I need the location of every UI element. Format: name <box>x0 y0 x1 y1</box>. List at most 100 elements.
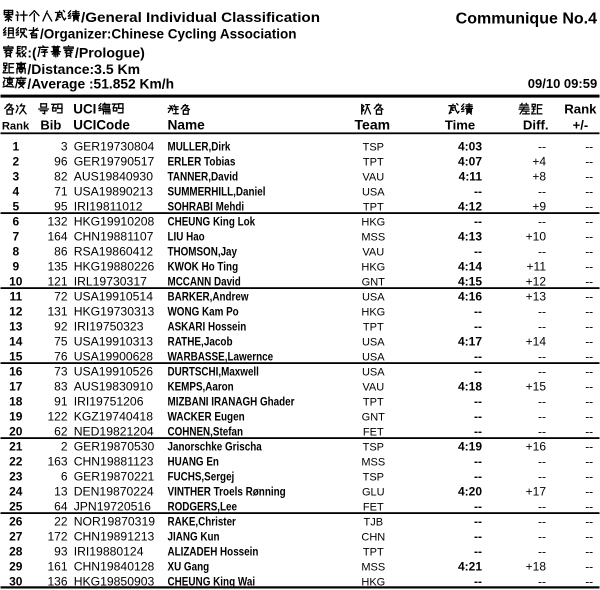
svg-text:--: -- <box>585 424 593 438</box>
svg-text:83: 83 <box>54 379 68 393</box>
svg-text:GER19790517: GER19790517 <box>74 154 155 168</box>
svg-text:4:17: 4:17 <box>458 334 482 348</box>
svg-text:8: 8 <box>12 244 19 258</box>
svg-text:93: 93 <box>54 544 68 558</box>
svg-text:--: -- <box>474 409 482 423</box>
svg-text:SOHRABI Mehdi: SOHRABI Mehdi <box>168 199 245 213</box>
svg-text:4: 4 <box>12 184 19 198</box>
svg-text:WARBASSE,Lawernce: WARBASSE,Lawernce <box>168 349 274 363</box>
svg-text:USA: USA <box>362 336 385 348</box>
svg-text:161: 161 <box>47 559 67 573</box>
svg-text:LIU Hao: LIU Hao <box>168 229 205 243</box>
svg-text:UCI: UCI <box>73 102 96 117</box>
svg-text:76: 76 <box>54 349 68 363</box>
svg-text:4:13: 4:13 <box>458 229 482 243</box>
svg-text:CHN19840128: CHN19840128 <box>74 559 155 573</box>
svg-text:4:20: 4:20 <box>458 484 482 498</box>
svg-text:--: -- <box>474 424 482 438</box>
svg-text:Team: Team <box>355 116 391 132</box>
svg-text:--: -- <box>538 139 546 153</box>
svg-text:4:12: 4:12 <box>458 199 482 213</box>
svg-text:10: 10 <box>9 274 23 288</box>
svg-text:--: -- <box>538 244 546 258</box>
svg-text:4:21: 4:21 <box>458 559 482 573</box>
svg-text:4:07: 4:07 <box>458 154 482 168</box>
svg-text:--: -- <box>474 454 482 468</box>
svg-text:--: -- <box>585 139 593 153</box>
svg-text:--: -- <box>538 409 546 423</box>
svg-text:TPT: TPT <box>363 396 384 408</box>
svg-text:RSA19860412: RSA19860412 <box>74 244 154 258</box>
svg-text:ALIZADEH Hossein: ALIZADEH Hossein <box>168 544 259 558</box>
svg-text:4:16: 4:16 <box>458 289 482 303</box>
svg-text:+10: +10 <box>526 229 547 243</box>
svg-text:HKG: HKG <box>361 261 385 273</box>
svg-text:+9: +9 <box>532 199 546 213</box>
svg-text:TPT: TPT <box>363 321 384 333</box>
svg-text:--: -- <box>538 304 546 318</box>
svg-text:--: -- <box>585 229 593 243</box>
svg-text:4:15: 4:15 <box>458 274 482 288</box>
svg-text:GER19730804: GER19730804 <box>74 139 155 153</box>
svg-text:--: -- <box>585 394 593 408</box>
svg-text:/General Individual Classifica: /General Individual Classification <box>81 10 320 25</box>
svg-text:--: -- <box>474 394 482 408</box>
svg-text:CHN19881107: CHN19881107 <box>74 229 154 243</box>
svg-text:22: 22 <box>9 454 23 468</box>
svg-text:--: -- <box>538 499 546 513</box>
svg-text:AUS19840930: AUS19840930 <box>74 169 154 183</box>
svg-text:BARKER,Andrew: BARKER,Andrew <box>168 289 250 303</box>
svg-text:MSS: MSS <box>361 561 385 573</box>
svg-text:GNT: GNT <box>362 276 386 288</box>
svg-text:+16: +16 <box>526 439 547 453</box>
svg-text:USA: USA <box>362 351 385 363</box>
svg-text:--: -- <box>538 394 546 408</box>
svg-text:1: 1 <box>12 139 19 153</box>
svg-text:FUCHS,Sergej: FUCHS,Sergej <box>168 469 235 483</box>
svg-text:22: 22 <box>54 514 68 528</box>
svg-text:JIANG Kun: JIANG Kun <box>168 529 220 543</box>
svg-text:Diff.: Diff. <box>523 117 549 132</box>
svg-text:--: -- <box>585 529 593 543</box>
svg-text:+13: +13 <box>526 289 547 303</box>
svg-text:MIZBANI IRANAGH Ghader: MIZBANI IRANAGH Ghader <box>168 394 295 408</box>
svg-text:--: -- <box>585 319 593 333</box>
svg-text:23: 23 <box>9 469 23 483</box>
svg-text:--: -- <box>538 574 546 588</box>
svg-text:USA: USA <box>362 366 385 378</box>
svg-text:CHEUNG King Lok: CHEUNG King Lok <box>168 214 256 228</box>
svg-text:USA19910514: USA19910514 <box>74 289 154 303</box>
svg-text:USA19890213: USA19890213 <box>74 184 154 198</box>
svg-text:+14: +14 <box>526 334 547 348</box>
svg-text:RAKE,Christer: RAKE,Christer <box>168 514 237 528</box>
svg-text:GLU: GLU <box>362 486 385 498</box>
svg-text:82: 82 <box>54 169 68 183</box>
svg-text:13: 13 <box>9 319 23 333</box>
svg-text:VAU: VAU <box>362 171 384 183</box>
svg-text:2: 2 <box>61 439 68 453</box>
svg-text:HKG19730313: HKG19730313 <box>74 304 155 318</box>
svg-text:--: -- <box>538 349 546 363</box>
svg-text:6: 6 <box>61 469 68 483</box>
svg-text:4:03: 4:03 <box>458 139 482 153</box>
svg-text:18: 18 <box>9 394 23 408</box>
svg-text:HKG19910208: HKG19910208 <box>74 214 155 228</box>
svg-text:6: 6 <box>12 214 19 228</box>
svg-text:14: 14 <box>9 334 23 348</box>
svg-text:--: -- <box>585 364 593 378</box>
svg-text:--: -- <box>474 349 482 363</box>
svg-text:--: -- <box>538 424 546 438</box>
svg-text:TSP: TSP <box>363 471 384 483</box>
svg-text:4:11: 4:11 <box>459 169 483 183</box>
svg-text:JPN19720516: JPN19720516 <box>74 499 151 513</box>
svg-text:/Average :51.852 Km/h: /Average :51.852 Km/h <box>27 77 174 92</box>
svg-text:/Distance:3.5 Km: /Distance:3.5 Km <box>27 62 140 77</box>
svg-text:--: -- <box>585 199 593 213</box>
svg-text:+/-: +/- <box>573 117 589 132</box>
svg-text:164: 164 <box>47 229 67 243</box>
svg-text:TPT: TPT <box>363 546 384 558</box>
svg-text:132: 132 <box>47 214 67 228</box>
svg-text:TPT: TPT <box>363 156 384 168</box>
svg-text:+12: +12 <box>526 274 547 288</box>
svg-text:--: -- <box>474 499 482 513</box>
